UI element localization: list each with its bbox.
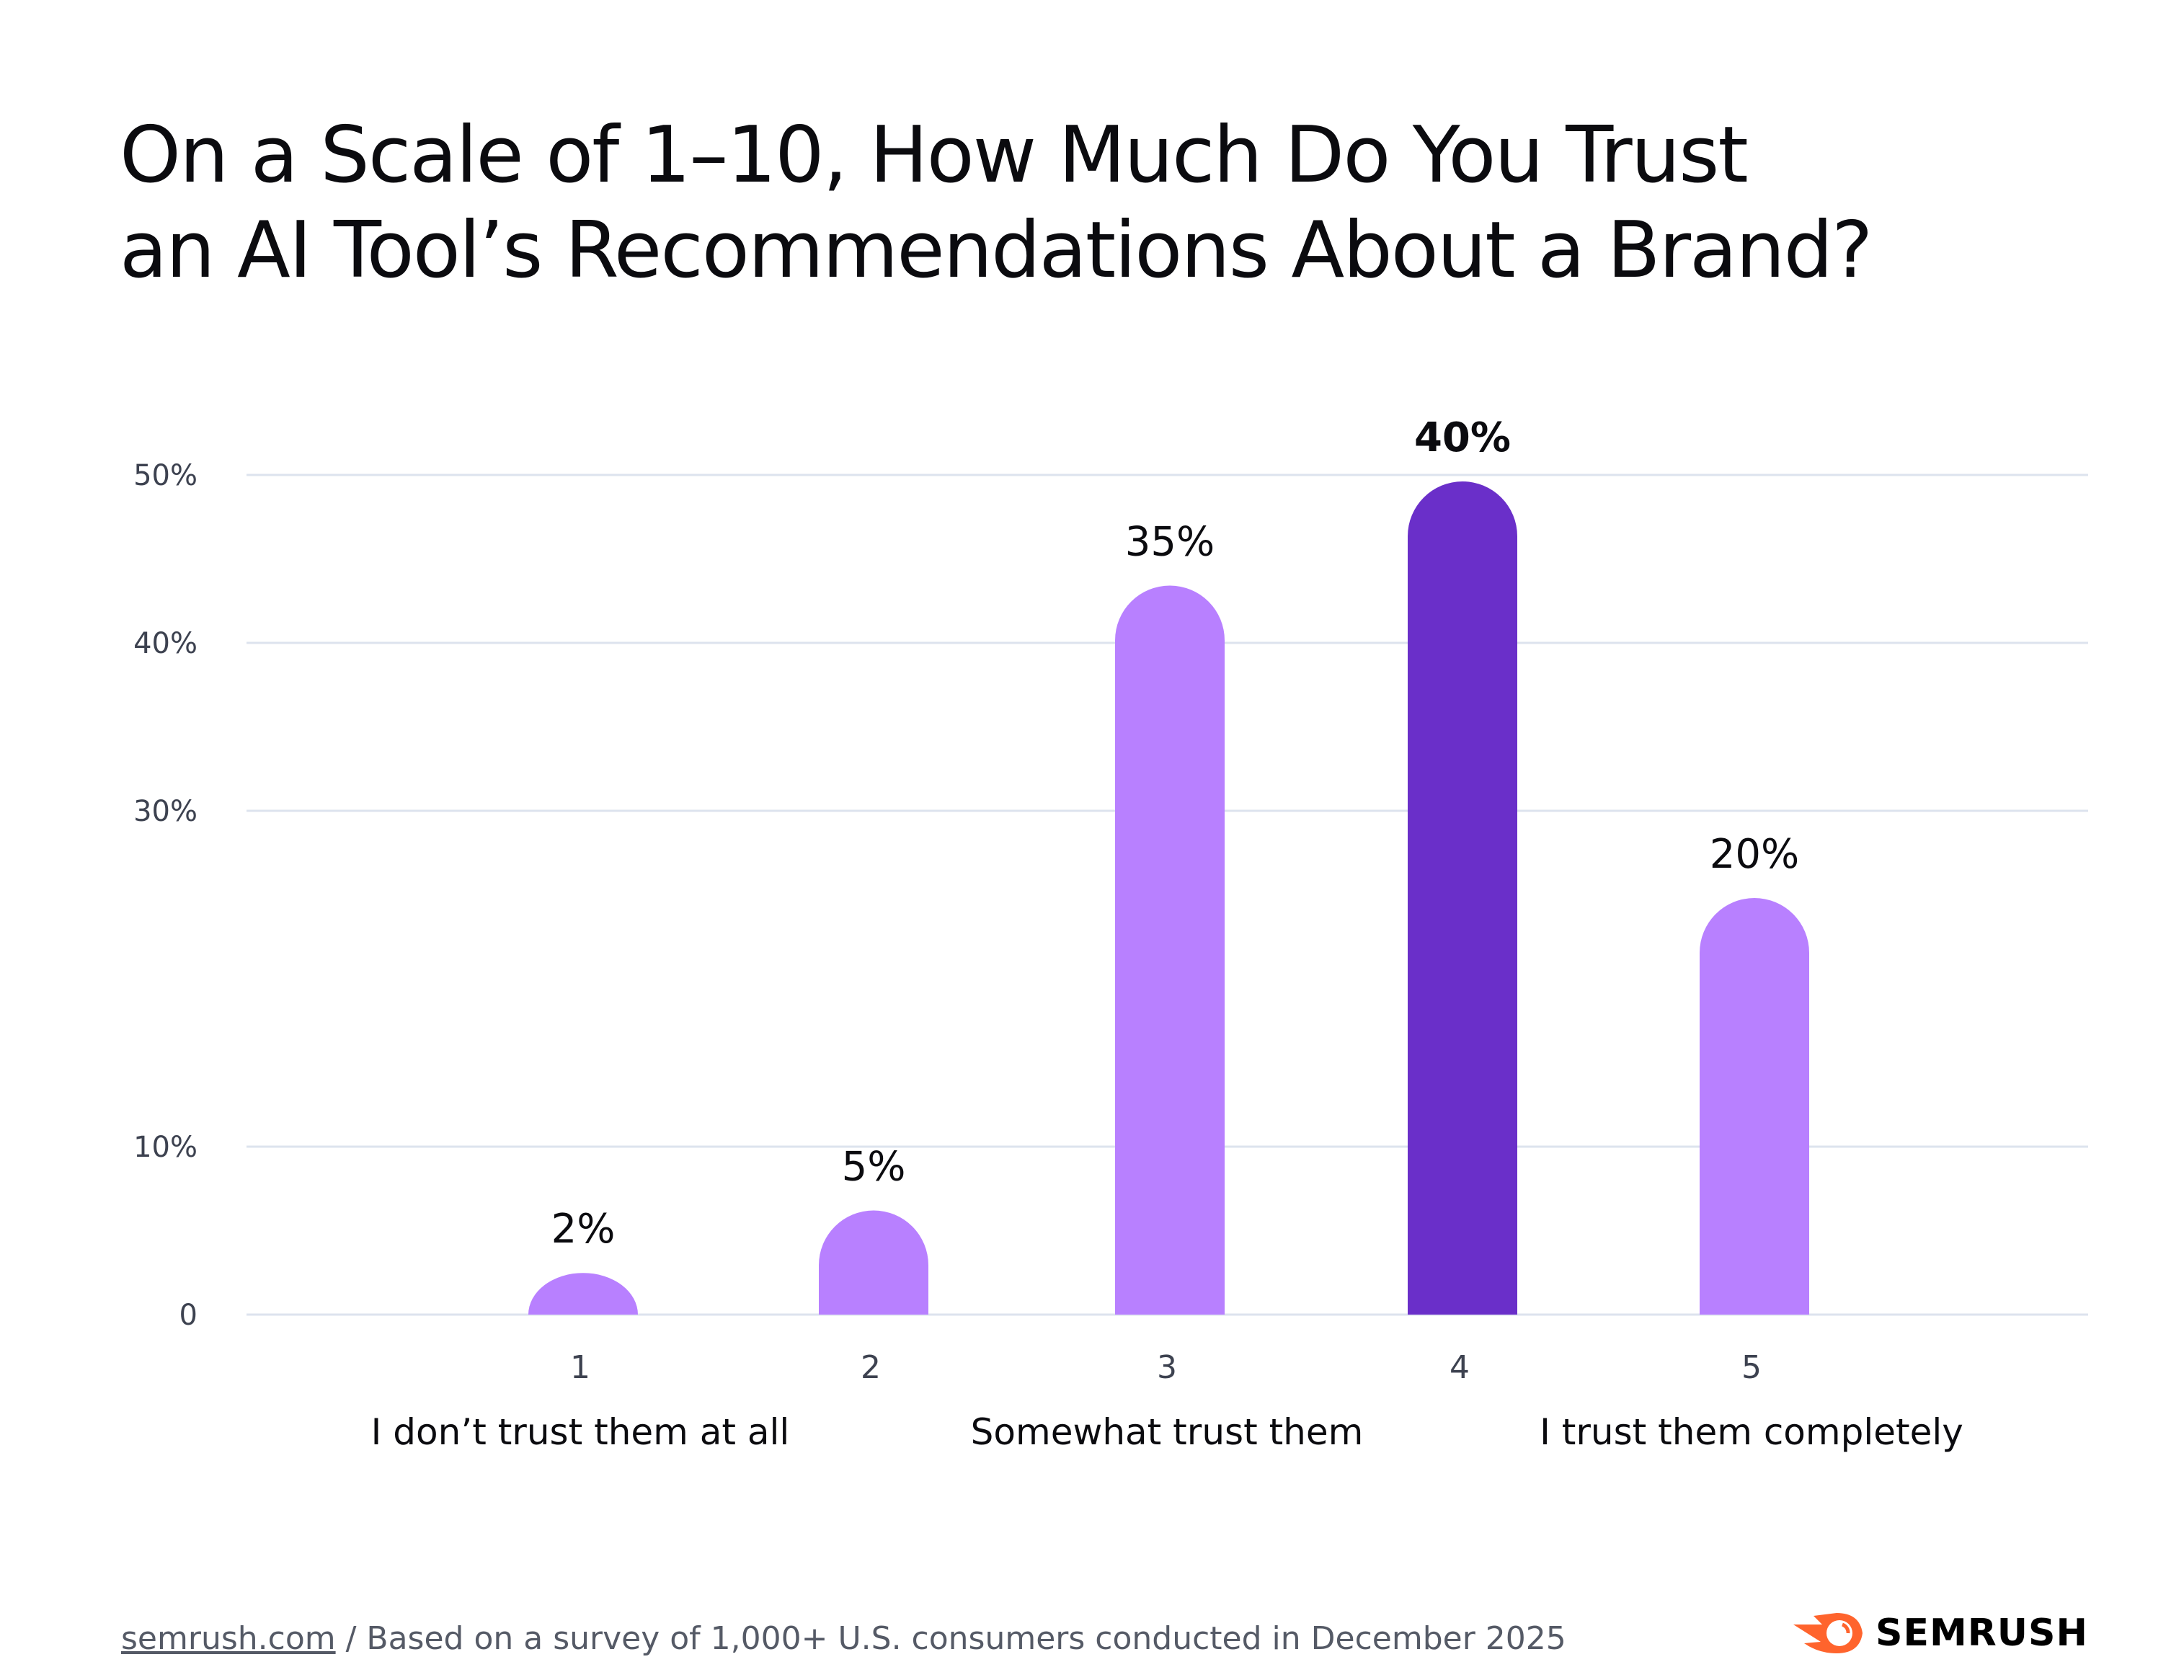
- data-label: 2%: [551, 1206, 616, 1253]
- category-description: I don’t trust them at all: [371, 1411, 790, 1453]
- y-tick-label: 40%: [133, 627, 197, 660]
- footer: semrush.com / Based on a survey of 1,000…: [121, 1620, 1566, 1657]
- data-label: 40%: [1414, 414, 1511, 461]
- title-line-2: an AI Tool’s Recommendations About a Bra…: [120, 205, 1873, 295]
- y-tick-label: 50%: [133, 459, 197, 492]
- x-tick-label: 4: [1450, 1349, 1470, 1386]
- bar-2: [819, 1210, 928, 1315]
- semrush-fireball-icon: [1793, 1613, 1863, 1653]
- x-tick-label: 1: [570, 1349, 590, 1386]
- category-description: I trust them completely: [1540, 1411, 1963, 1453]
- data-label: 5%: [842, 1144, 906, 1191]
- title-line-1: On a Scale of 1–10, How Much Do You Trus…: [120, 110, 1749, 200]
- x-tick-label: 2: [861, 1349, 881, 1386]
- y-tick-label: 0: [179, 1299, 197, 1332]
- logo-text: SEMRUSH: [1876, 1612, 2088, 1655]
- semrush-logo: SEMRUSH: [1793, 1612, 2088, 1655]
- source-link[interactable]: semrush.com: [121, 1620, 336, 1657]
- footer-note: / Based on a survey of 1,000+ U.S. consu…: [335, 1620, 1566, 1657]
- data-label: 20%: [1710, 831, 1799, 878]
- y-tick-label: 10%: [133, 1131, 197, 1164]
- chart-title: On a Scale of 1–10, How Much Do You Trus…: [120, 108, 1873, 298]
- x-tick-label: 5: [1741, 1349, 1762, 1386]
- bar-1: [528, 1273, 638, 1315]
- data-label: 35%: [1125, 519, 1215, 566]
- y-tick-label: 30%: [133, 795, 197, 828]
- category-description: Somewhat trust them: [971, 1411, 1364, 1453]
- bar-4: [1408, 481, 1517, 1315]
- bar-5: [1700, 898, 1809, 1315]
- bar-3: [1115, 585, 1225, 1315]
- x-tick-label: 3: [1157, 1349, 1177, 1386]
